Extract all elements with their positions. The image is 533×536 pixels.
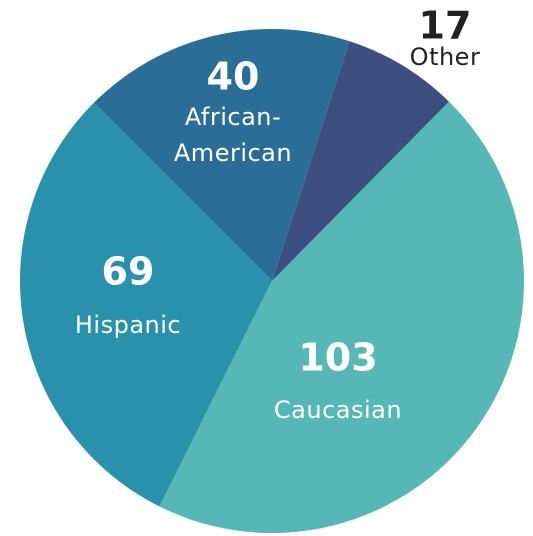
category-label: Hispanic — [74, 311, 182, 339]
pie-slice — [272, 41, 450, 281]
pie-slice — [159, 101, 525, 534]
value-label: 40 — [206, 54, 260, 99]
value-label: 103 — [298, 335, 378, 380]
pie-slice — [93, 29, 350, 282]
category-label: African-American — [173, 103, 293, 167]
category-label: Other — [409, 43, 481, 71]
value-label: 69 — [101, 249, 155, 294]
pie-slice — [19, 102, 272, 507]
category-label: Caucasian — [273, 396, 403, 424]
value-label: 17 — [418, 3, 472, 48]
